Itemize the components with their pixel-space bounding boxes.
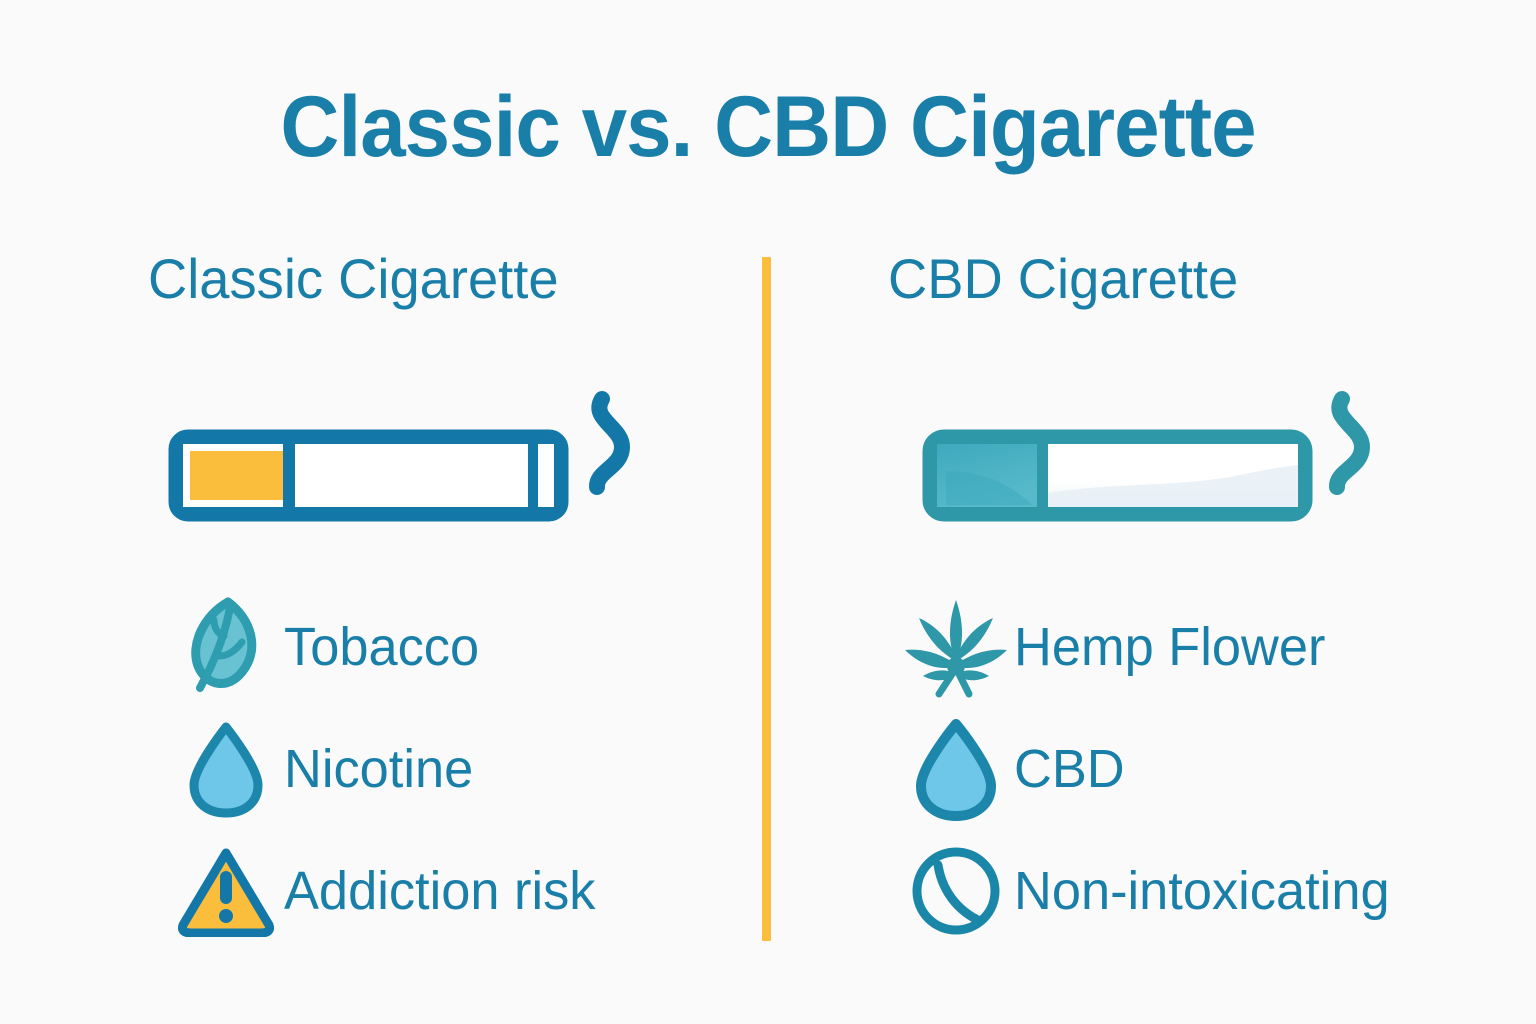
feature-row-tobacco: Tobacco <box>168 586 605 708</box>
cannabis-leaf-icon <box>898 594 1014 700</box>
cbd-cigarette-illustration <box>910 375 1380 550</box>
feature-row-cbd: CBD <box>898 708 1401 830</box>
feature-list-classic: Tobacco Nicotine Addiction risk <box>168 586 605 952</box>
feature-row-non-intoxicating: Non-intoxicating <box>898 830 1401 952</box>
feature-label-cbd: CBD <box>1014 739 1125 799</box>
feature-label-addiction-risk: Addiction risk <box>284 861 596 921</box>
column-cbd: CBD Cigarette <box>888 247 1508 310</box>
feature-row-hemp-flower: Hemp Flower <box>898 586 1401 708</box>
feature-label-non-intoxicating: Non-intoxicating <box>1014 861 1390 921</box>
prohibited-circle-icon <box>898 843 1014 939</box>
page-title: Classic vs. CBD Cigarette <box>280 79 1256 175</box>
column-heading-classic: Classic Cigarette <box>148 247 559 310</box>
column-heading-cbd: CBD Cigarette <box>888 247 1239 310</box>
column-classic: Classic Cigarette <box>148 247 748 310</box>
feature-list-cbd: Hemp Flower CBD Non-intoxicating <box>898 586 1401 952</box>
feature-row-addiction-risk: Addiction risk <box>168 830 605 952</box>
leaf-icon <box>168 594 284 700</box>
cbd-cigarette-icon <box>922 391 1371 522</box>
feature-label-hemp-flower: Hemp Flower <box>1014 617 1326 677</box>
feature-label-tobacco: Tobacco <box>284 617 480 677</box>
column-divider <box>762 257 771 941</box>
feature-row-nicotine: Nicotine <box>168 708 605 830</box>
water-droplet-icon <box>168 719 284 819</box>
classic-cigarette-illustration <box>160 375 640 550</box>
warning-triangle-icon <box>168 845 284 937</box>
water-droplet-icon <box>898 716 1014 822</box>
classic-cigarette-icon <box>168 391 631 522</box>
feature-label-nicotine: Nicotine <box>284 739 474 799</box>
